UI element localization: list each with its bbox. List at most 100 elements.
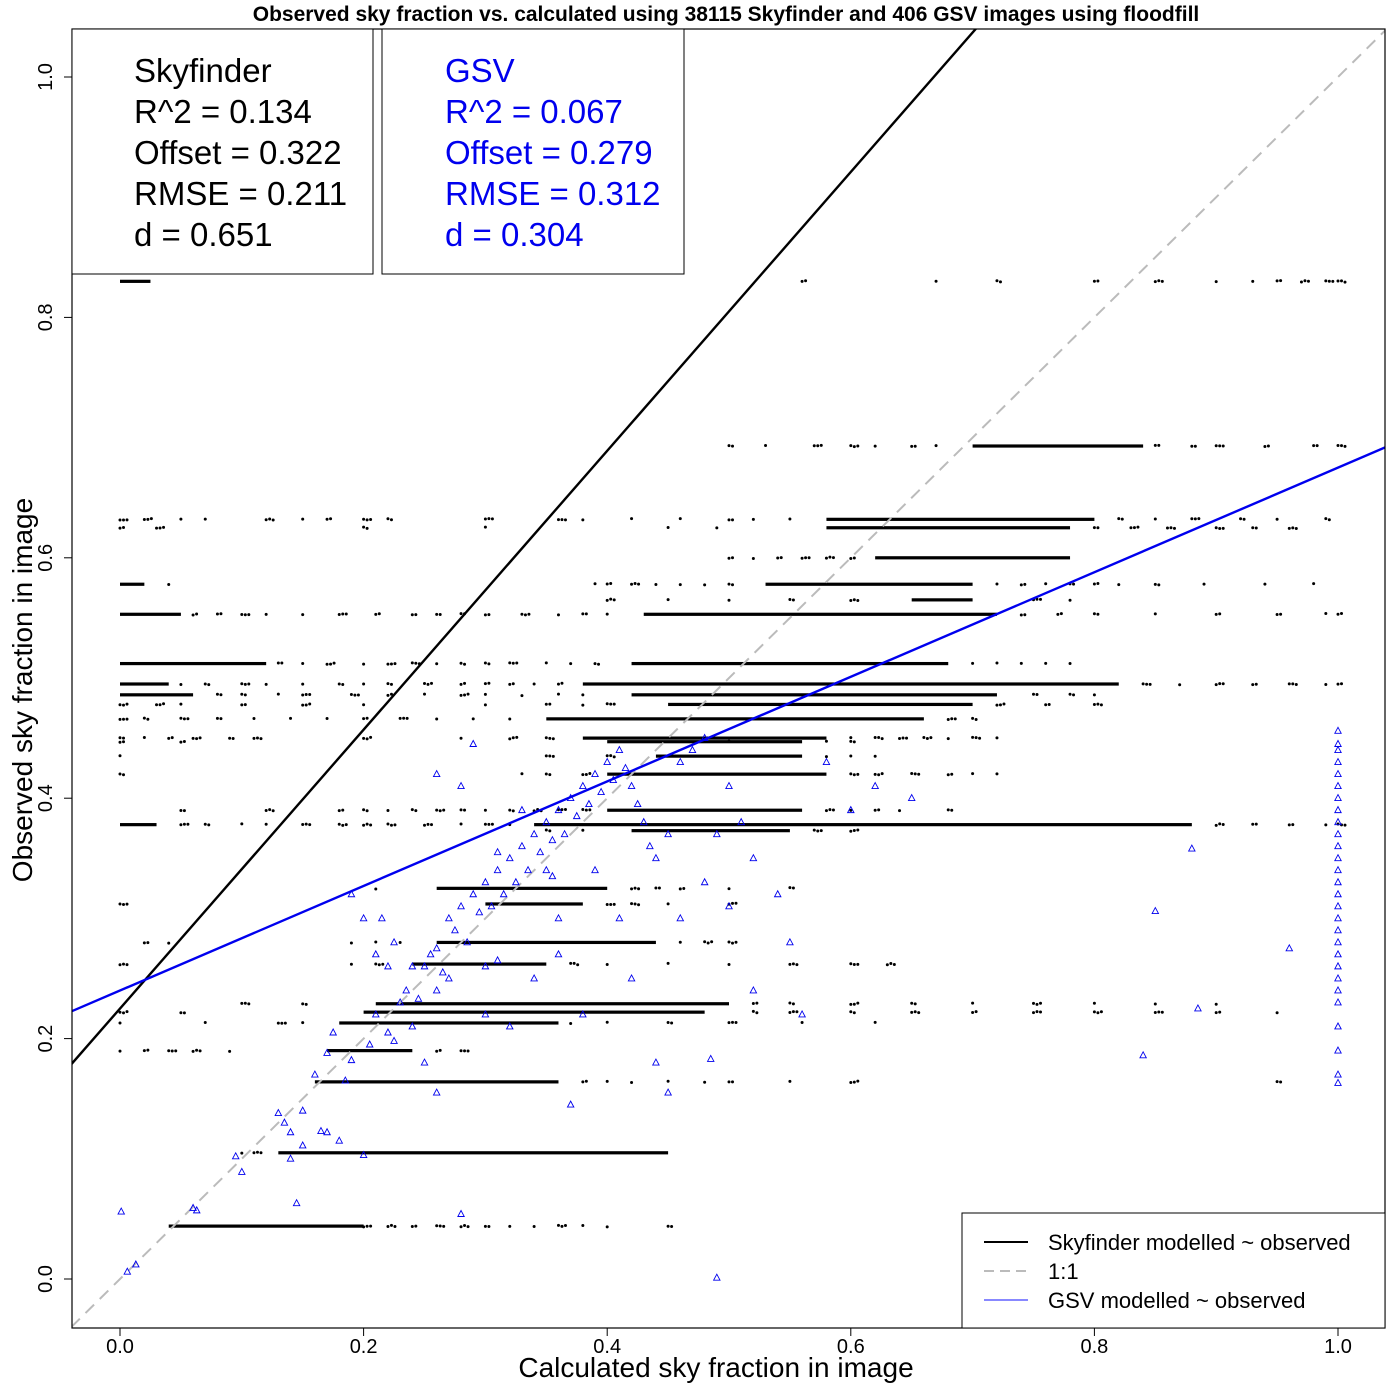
skyfinder-point [463,1223,467,1227]
gsv-point [335,1136,344,1144]
skyfinder-point [125,963,129,967]
skyfinder-point [1059,612,1063,616]
skyfinder-point [703,583,707,587]
skyfinder-point [971,661,975,665]
skyfinder-point [605,1020,609,1024]
skyfinder-point [849,1010,853,1014]
skyfinder-point-run [607,740,803,744]
skyfinder-point [995,661,999,665]
skyfinder-point [1275,613,1279,617]
skyfinder-point [414,661,418,665]
gsv-point [347,889,356,898]
skyfinder-band [605,597,1072,603]
skyfinder-point [341,683,345,687]
skyfinder-point [800,279,804,283]
skyfinder-point [523,613,527,617]
x-axis-label: Calculated sky fraction in image [518,1352,913,1383]
skyfinder-point [179,823,183,827]
skyfinder-point [1056,612,1060,616]
skyfinder-point [925,736,929,740]
skyfinder-point [240,703,244,707]
skyfinder-point [548,829,552,833]
skyfinder-point [1266,444,1270,448]
skyfinder-point [301,703,305,707]
skyfinder-point [349,692,353,696]
skyfinder-point [548,736,552,740]
gsv-point [444,973,453,982]
skyfinder-point [584,772,588,776]
skyfinder-point [304,703,308,707]
skyfinder-point-run [314,1080,559,1084]
skyfinder-point [362,808,366,812]
skyfinder-point [727,444,731,448]
gsv-point [493,955,502,964]
skyfinder-point [633,886,637,890]
skyfinder-point [727,556,731,560]
skyfinder-point [852,773,856,777]
skyfinder-point [946,718,950,722]
skyfinder-point [337,822,341,826]
skyfinder-point [1153,280,1157,284]
skyfinder-point [995,736,999,740]
skyfinder-point [167,736,171,740]
skyfinder-point [170,736,174,740]
skyfinder-point [873,754,877,758]
gsv-point [871,781,880,790]
skyfinder-point [666,525,670,529]
skyfinder-point [901,736,905,740]
y-tick-label: 1.0 [35,63,57,91]
skyfinder-point [122,736,125,740]
skyfinder-point [118,736,122,740]
skyfinder-point [1153,582,1157,586]
skyfinder-point [483,661,487,665]
gsv-point [554,805,563,814]
skyfinder-point [508,737,512,741]
skyfinder-point [584,808,588,812]
skyfinder-point [122,518,125,522]
skyfinder-point [353,693,357,697]
skyfinder-point [301,823,305,827]
skyfinder-point [593,662,597,666]
skyfinder-point [548,773,552,777]
gsv-point [651,853,660,862]
stats-line: R^2 = 0.067 [445,93,623,130]
skyfinder-point [637,582,641,586]
gsv-point [621,763,630,771]
skyfinder-point [824,809,828,813]
skyfinder-point [791,598,795,602]
skyfinder-band [314,1079,1283,1085]
skyfinder-point [1165,526,1169,530]
skyfinder-point [1157,279,1161,283]
gsv-point [131,1260,140,1268]
skyfinder-point [483,525,487,529]
skyfinder-point [252,716,256,720]
skyfinder-point [978,736,982,740]
skyfinder-point [1251,279,1255,283]
gsv-point [785,937,794,946]
skyfinder-point [508,717,512,721]
skyfinder-point [637,887,641,891]
skyfinder-point [459,1049,463,1053]
gsv-point [907,793,916,802]
skyfinder-point [389,662,393,666]
stats-line: d = 0.304 [445,216,584,253]
skyfinder-point [727,598,731,602]
skyfinder-band [120,612,1343,617]
skyfinder-point [1218,822,1222,826]
gsv-point [469,739,478,747]
skyfinder-point [905,736,909,740]
skyfinder-point [1254,682,1258,686]
skyfinder-point [556,518,560,522]
gsv-point [1334,961,1342,970]
skyfinder-point [122,717,125,721]
skyfinder-point [423,682,426,686]
skyfinder-band [120,582,1316,587]
skyfinder-point [125,717,129,721]
skyfinder-point [1287,823,1291,827]
skyfinder-point [118,740,122,744]
skyfinder-point [195,612,199,616]
stats-box-frame [71,28,374,275]
skyfinder-point-run [339,1021,559,1025]
skyfinder-point [1275,517,1279,521]
skyfinder-point [1214,444,1218,448]
